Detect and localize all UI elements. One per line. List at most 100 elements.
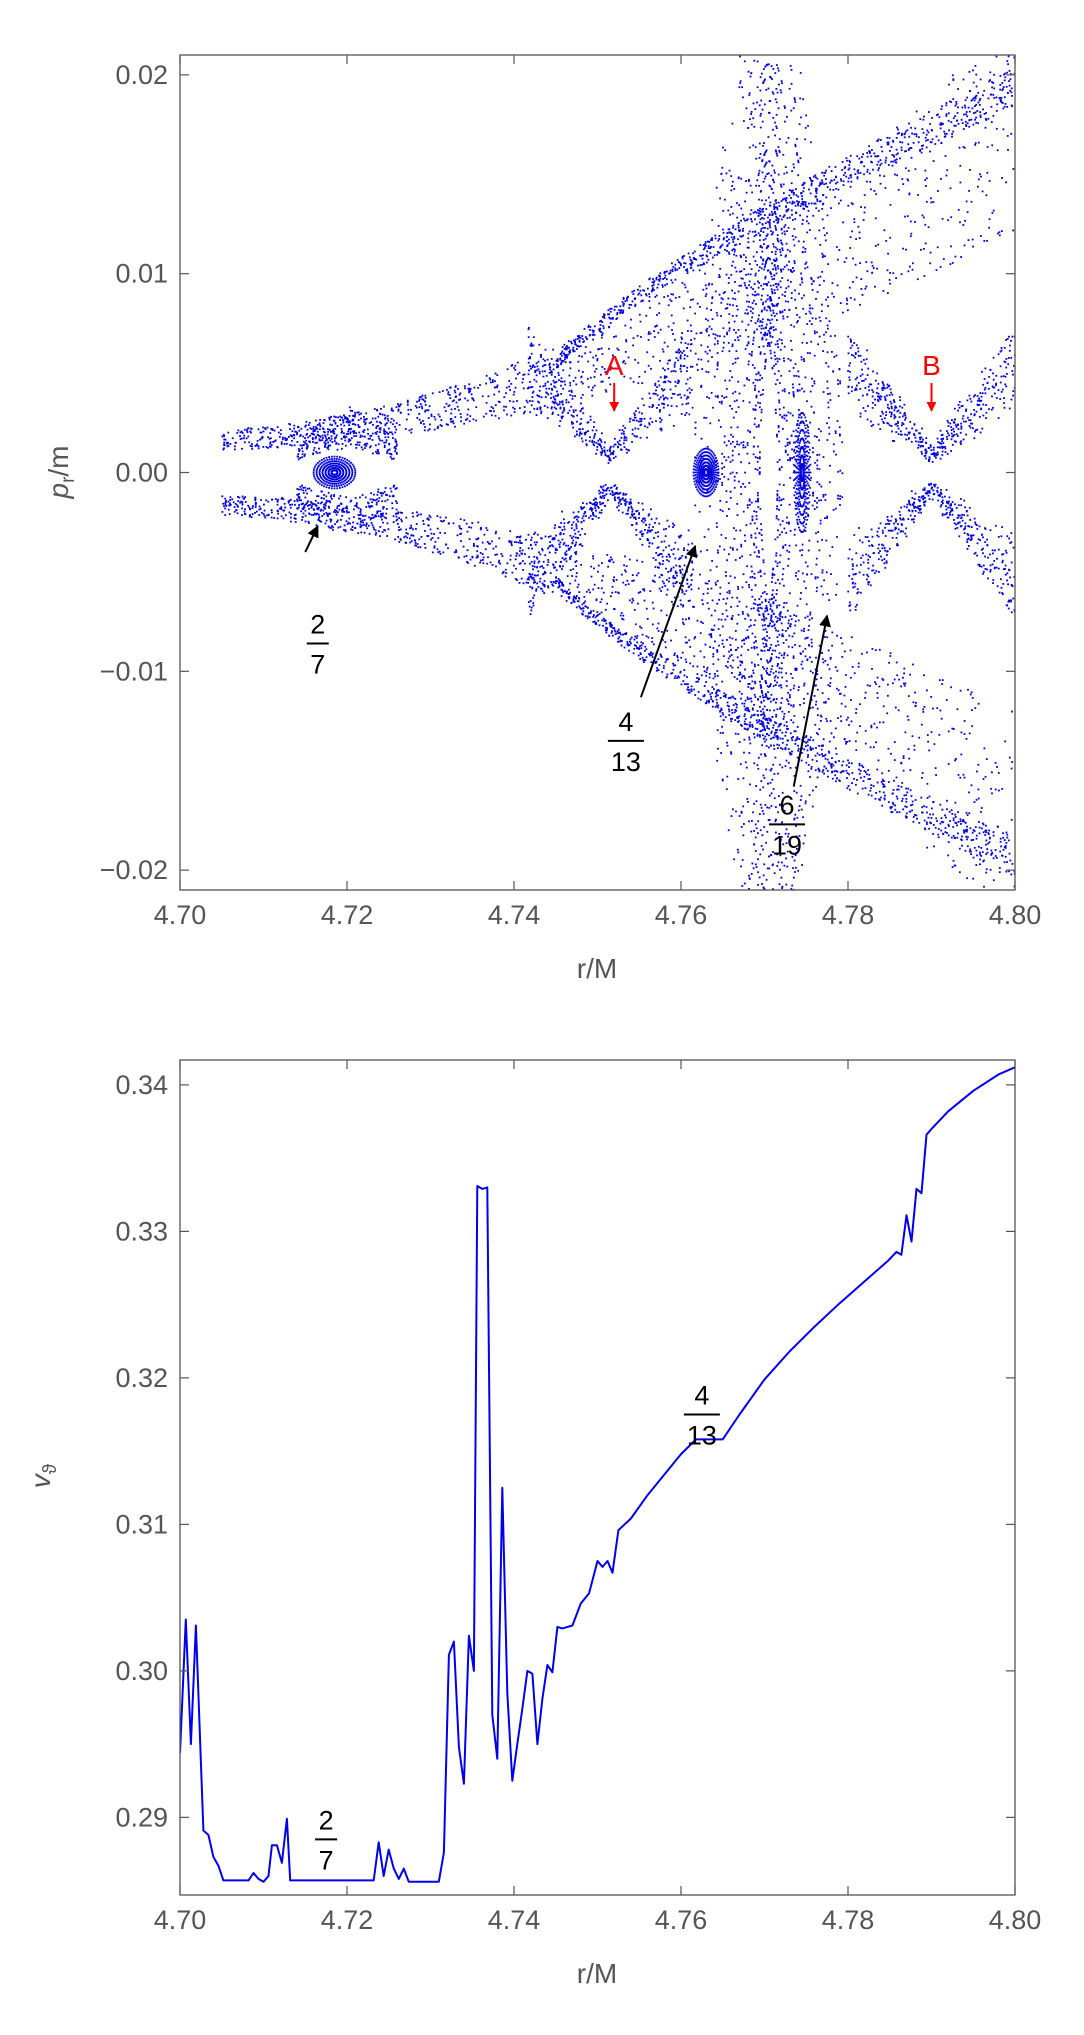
scatter-point (550, 581, 552, 583)
scatter-point (751, 708, 754, 711)
scatter-point (642, 299, 644, 302)
scatter-point (224, 507, 227, 510)
scatter-point (355, 504, 358, 506)
scatter-point (812, 214, 815, 217)
scatter-point (288, 511, 291, 514)
scatter-point (985, 829, 988, 832)
scatter-point (686, 319, 689, 322)
scatter-point (596, 502, 599, 504)
scatter-point (694, 352, 697, 355)
scatter-point (559, 357, 562, 360)
scatter-point (766, 631, 768, 633)
scatter-point (578, 591, 581, 593)
scatter-point (949, 100, 951, 103)
scatter-point (726, 666, 729, 669)
scatter-point (966, 830, 968, 833)
scatter-point (529, 573, 532, 576)
scatter-point (597, 614, 599, 616)
scatter-point (797, 749, 800, 752)
scatter-point (670, 639, 672, 642)
scatter-point (731, 666, 734, 669)
scatter-point (296, 433, 298, 436)
scatter-point (528, 369, 530, 372)
scatter-point (976, 854, 978, 857)
scatter-point (816, 198, 819, 201)
scatter-point (539, 553, 542, 556)
scatter-point (536, 394, 539, 397)
scatter-point (585, 444, 588, 447)
scatter-point (775, 621, 778, 623)
scatter-point (794, 730, 797, 733)
scatter-point (447, 547, 449, 550)
scatter-point (670, 293, 673, 296)
scatter-point (965, 111, 968, 113)
scatter-point (796, 737, 799, 740)
scatter-point (646, 618, 649, 620)
scatter-point (397, 408, 400, 411)
scatter-point (883, 175, 886, 178)
scatter-point (665, 658, 668, 661)
scatter-point (585, 502, 588, 505)
scatter-point (677, 381, 680, 384)
scatter-point (790, 753, 793, 755)
scatter-point (691, 561, 694, 564)
scatter-point (469, 388, 472, 390)
scatter-point (889, 652, 892, 655)
scatter-point (686, 270, 689, 272)
scatter-point (780, 218, 783, 221)
scatter-point (437, 537, 440, 540)
scatter-point (381, 413, 384, 416)
scatter-point (538, 370, 541, 373)
scatter-point (829, 188, 831, 191)
scatter-point (531, 391, 534, 394)
scatter-point (677, 359, 680, 362)
scatter-point (992, 93, 995, 96)
scatter-point (687, 402, 690, 405)
scatter-point (774, 684, 777, 686)
scatter-point (358, 517, 360, 520)
scatter-point (1003, 846, 1006, 849)
scatter-point (293, 424, 296, 427)
scatter-point (975, 94, 978, 97)
scatter-point (975, 837, 978, 840)
scatter-point (420, 536, 423, 538)
scatter-point (594, 504, 596, 507)
scatter-point (399, 403, 402, 406)
scatter-point (787, 279, 789, 282)
scatter-point (606, 455, 609, 458)
scatter-point (775, 670, 777, 673)
scatter-point (1001, 177, 1003, 179)
scatter-point (791, 750, 793, 753)
scatter-point (821, 179, 823, 182)
scatter-point (863, 194, 866, 196)
scatter-point (570, 389, 573, 392)
scatter-point (657, 658, 660, 660)
scatter-point (823, 183, 826, 186)
scatter-point (849, 154, 852, 157)
scatter-point (529, 357, 532, 360)
scatter-point (659, 417, 661, 420)
scatter-point (244, 501, 247, 503)
scatter-point (877, 155, 880, 157)
scatter-point (540, 396, 543, 399)
scatter-point (909, 220, 912, 223)
scatter-point (513, 564, 515, 567)
scatter-point (284, 437, 286, 439)
scatter-point (630, 318, 632, 321)
scatter-point (302, 435, 305, 438)
scatter-point (604, 389, 607, 391)
scatter-point (998, 234, 1001, 237)
scatter-point (607, 309, 610, 312)
scatter-point (968, 850, 971, 853)
scatter-point (791, 271, 794, 273)
scatter-point (256, 443, 258, 446)
scatter-point (880, 162, 883, 165)
scatter-point (335, 416, 337, 419)
scatter-point (628, 599, 631, 602)
scatter-point (773, 264, 776, 267)
scatter-point (567, 547, 570, 550)
scatter-point (707, 283, 710, 286)
scatter-point (418, 413, 421, 415)
scatter-point (565, 553, 568, 556)
scatter-point (590, 506, 592, 509)
